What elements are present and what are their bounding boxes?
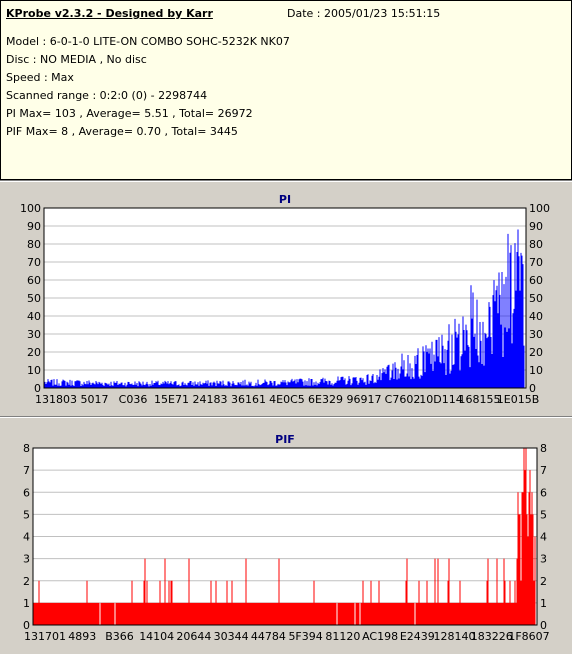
pif-ytick-right: 6 bbox=[540, 486, 547, 499]
pif-ytick-right: 5 bbox=[540, 508, 547, 521]
pif-xtick-label: AC198 bbox=[362, 630, 398, 643]
pi-ytick-left: 70 bbox=[27, 256, 41, 269]
pif-xtick-label: 183226 bbox=[471, 630, 513, 643]
pi-ytick-left: 40 bbox=[27, 310, 41, 323]
pi-chart: PI 0 0 10 10 20 20 30 30 40 40 50 50 60 60 70 70 80 80 90 90… bbox=[20, 193, 550, 406]
pi-ytick-right: 80 bbox=[529, 238, 543, 251]
pi-title: PI bbox=[279, 193, 291, 206]
pi-xtick-label: 36161 bbox=[231, 393, 266, 406]
pi-ytick-left: 20 bbox=[27, 346, 41, 359]
pif-ytick-left: 0 bbox=[23, 619, 30, 632]
pi-ytick-left: 60 bbox=[27, 274, 41, 287]
pi-chart-panel: PI 0 0 10 10 20 20 30 30 40 40 50 50 60 60 70 70 80 80 90 90… bbox=[0, 182, 572, 416]
pi-ytick-left: 100 bbox=[20, 202, 41, 215]
pif-title: PIF bbox=[275, 433, 295, 446]
pi-ytick-left: 30 bbox=[27, 328, 41, 341]
pif-xtick-label: 5F394 bbox=[288, 630, 322, 643]
pif-chart-panel: PIF 0 0 1 1 2 2 3 3 4 4 5 5 6 6 7 7 8 8 131701 4893 B366 14104… bbox=[0, 418, 572, 654]
pi-xtick-label: 24183 bbox=[193, 393, 228, 406]
pif-ytick-right: 1 bbox=[540, 597, 547, 610]
pif-ytick-left: 2 bbox=[23, 575, 30, 588]
pif-xtick-label: 20644 bbox=[176, 630, 211, 643]
pif-xtick-label: 44784 bbox=[251, 630, 286, 643]
pi-ytick-right: 50 bbox=[529, 292, 543, 305]
pi-ytick-right: 0 bbox=[529, 382, 536, 395]
pi-ytick-right: 100 bbox=[529, 202, 550, 215]
separator-top bbox=[0, 180, 572, 181]
pif-ytick-left: 1 bbox=[23, 597, 30, 610]
pif-ytick-left: 8 bbox=[23, 442, 30, 455]
pi-xtick-label: 10D114 bbox=[419, 393, 462, 406]
pif-xtick-label: 128140 bbox=[434, 630, 476, 643]
pi-ytick-right: 40 bbox=[529, 310, 543, 323]
pi-ytick-left: 90 bbox=[27, 220, 41, 233]
pif-ytick-right: 7 bbox=[540, 464, 547, 477]
pif-ytick-left: 3 bbox=[23, 553, 30, 566]
pif-ytick-right: 4 bbox=[540, 531, 547, 544]
pi-xtick-label: C036 bbox=[119, 393, 148, 406]
pi-ytick-right: 30 bbox=[529, 328, 543, 341]
pi-ytick-left: 50 bbox=[27, 292, 41, 305]
disc-line: Disc : NO MEDIA , No disc bbox=[6, 53, 147, 66]
pif-ytick-left: 5 bbox=[23, 508, 30, 521]
pi-xtick-label: C7602 bbox=[385, 393, 421, 406]
pi-ytick-left: 80 bbox=[27, 238, 41, 251]
pif-xtick-label: 14104 bbox=[139, 630, 174, 643]
pi-xtick-label: 4E0C5 bbox=[269, 393, 305, 406]
pif-xtick-label: E2439 bbox=[400, 630, 435, 643]
pi-xtick-label: 96917 bbox=[347, 393, 382, 406]
pi-ytick-left: 0 bbox=[34, 382, 41, 395]
pif-ytick-left: 4 bbox=[23, 531, 30, 544]
pif-ytick-right: 2 bbox=[540, 575, 547, 588]
pif-ytick-left: 6 bbox=[23, 486, 30, 499]
pi-ytick-right: 10 bbox=[529, 364, 543, 377]
pif-xtick-label: 131701 bbox=[24, 630, 66, 643]
scan-date: Date : 2005/01/23 15:51:15 bbox=[287, 7, 441, 20]
separator-middle bbox=[0, 416, 572, 417]
pi-ytick-right: 90 bbox=[529, 220, 543, 233]
pi-xtick-label: 131803 bbox=[35, 393, 77, 406]
range-line: Scanned range : 0:2:0 (0) - 2298744 bbox=[6, 89, 208, 102]
pi-ytick-left: 10 bbox=[27, 364, 41, 377]
speed-line: Speed : Max bbox=[6, 71, 74, 84]
pif-stats-line: PIF Max= 8 , Average= 0.70 , Total= 3445 bbox=[6, 125, 238, 138]
pif-xtick-label: B366 bbox=[105, 630, 134, 643]
pi-plot-border bbox=[43, 207, 527, 389]
pi-stats-line: PI Max= 103 , Average= 5.51 , Total= 269… bbox=[6, 107, 253, 120]
pif-xtick-label: 4893 bbox=[68, 630, 96, 643]
pi-xtick-label: 6E329 bbox=[308, 393, 343, 406]
pif-ytick-right: 8 bbox=[540, 442, 547, 455]
pi-xtick-label: 15E71 bbox=[154, 393, 189, 406]
pif-ytick-left: 7 bbox=[23, 464, 30, 477]
pif-chart: PIF 0 0 1 1 2 2 3 3 4 4 5 5 6 6 7 7 8 8 131701 4893 B366 14104… bbox=[23, 433, 550, 643]
info-panel: KProbe v2.3.2 - Designed by Karr Date : … bbox=[0, 0, 572, 180]
pi-xtick-label: 1E015B bbox=[497, 393, 540, 406]
pi-xtick-label: 168155 bbox=[459, 393, 501, 406]
pif-xtick-label: 1F8607 bbox=[508, 630, 549, 643]
pi-ytick-right: 70 bbox=[529, 256, 543, 269]
pif-ytick-right: 3 bbox=[540, 553, 547, 566]
pif-ytick-right: 0 bbox=[540, 619, 547, 632]
pif-xtick-label: 30344 bbox=[214, 630, 249, 643]
app-title: KProbe v2.3.2 - Designed by Karr bbox=[6, 7, 213, 20]
pi-ytick-right: 20 bbox=[529, 346, 543, 359]
model-line: Model : 6-0-1-0 LITE-ON COMBO SOHC-5232K… bbox=[6, 35, 290, 48]
pif-xtick-label: 81120 bbox=[325, 630, 360, 643]
pif-plot-border bbox=[32, 447, 538, 626]
pi-ytick-right: 60 bbox=[529, 274, 543, 287]
pi-xtick-label: 5017 bbox=[81, 393, 109, 406]
